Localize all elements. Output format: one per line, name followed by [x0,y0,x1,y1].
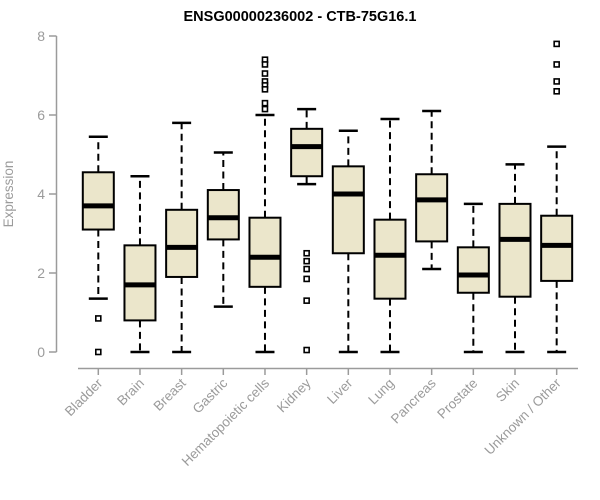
box-group-kidney [290,107,324,354]
outlier-point [553,88,560,95]
x-category-label: Pancreas [388,375,439,426]
y-axis-label: Expression [1,161,16,228]
box-rect [248,216,282,288]
box-group-lung [373,117,407,354]
outlier-point [303,249,310,257]
outlier-point [95,315,102,322]
y-tick-label: 6 [37,107,45,123]
box-rect [373,218,407,300]
chart-title: ENSG00000236002 - CTB-75G16.1 [184,9,417,25]
box-rect [540,214,574,282]
box-group-pancreas [415,109,449,271]
box-group-hematopoietic-cells [248,56,282,354]
box-rect [81,171,115,231]
outlier-point [261,105,269,113]
box-group-breast [165,121,199,354]
y-tick-label: 2 [37,265,45,281]
box-rect [165,208,199,278]
outlier-point [261,99,269,107]
y-axis: 0 2 4 6 8 [37,28,58,360]
box-rect [415,173,449,243]
outlier-point [553,78,560,85]
x-category-label: Liver [324,375,356,407]
outlier-point [261,86,269,93]
box-group-brain [123,174,157,354]
y-tick-label: 0 [37,344,45,360]
x-category-label: Kidney [274,375,314,415]
y-tick-label: 8 [37,28,45,44]
box-rect [498,202,532,298]
box-group-gastric [206,151,240,308]
x-category-label: Gastric [190,375,231,416]
box-group-unknown-other [540,40,574,354]
y-tick-label: 4 [37,186,45,202]
outlier-point [261,61,269,68]
outlier-point [303,346,310,354]
outlier-point [303,297,310,304]
outlier-point [95,348,102,356]
box-group-skin [498,163,532,354]
outlier-point [261,70,269,77]
box-group-liver [331,129,365,354]
outlier-point [553,40,560,48]
box-rect [456,246,490,294]
box-rect [290,127,324,178]
x-category-label: Unknown / Other [482,375,565,458]
box-rect [331,165,365,255]
x-category-label: Lung [365,376,397,408]
x-category-label: Skin [493,376,522,405]
plot-area [81,40,574,356]
box-group-prostate [456,202,490,354]
outlier-point [553,61,560,68]
outlier-point [303,265,310,273]
x-category-label: Brain [114,376,147,409]
outlier-point [303,275,310,283]
x-category-label: Prostate [434,376,480,422]
box-group-bladder [81,135,115,356]
outlier-point [303,257,310,265]
x-category-label: Bladder [62,375,106,419]
x-category-label: Breast [151,375,189,413]
box-rect [206,189,240,241]
